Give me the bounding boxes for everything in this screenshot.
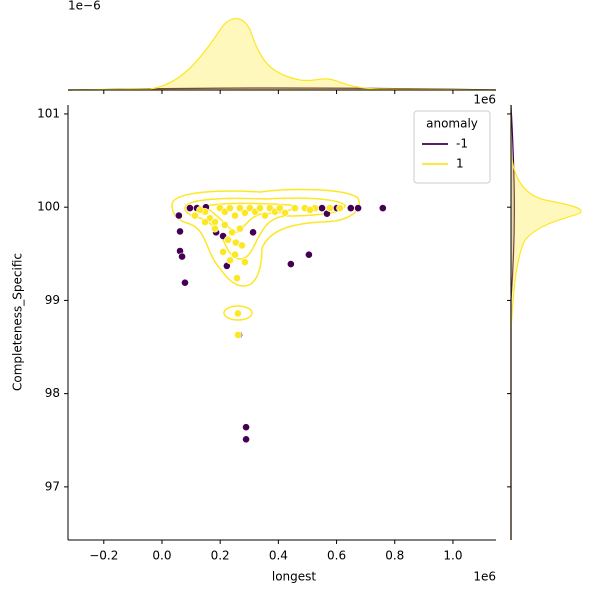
point [241,208,249,217]
point [236,224,244,233]
point [234,309,242,318]
point [234,330,242,339]
y-tick-label: 97 [45,479,60,493]
point [196,206,204,214]
y-axis-label: Completeness_Specific [11,253,25,391]
point [256,204,264,213]
x-axis-label: longest [272,570,317,584]
point [354,204,362,213]
point [236,204,244,213]
right-kde-neg [510,104,515,540]
point [231,211,239,220]
point [249,228,257,237]
y-tick-label: 99 [45,293,60,307]
x-offset: 1e6 [473,570,496,584]
point [226,256,234,265]
point [305,250,313,259]
point [242,423,250,432]
y-tick-label: 100 [37,200,60,214]
point [190,211,199,220]
point [336,204,344,213]
point [286,260,295,268]
point [231,250,239,259]
x-tick-label: 0.2 [211,549,230,563]
x-tick-label: 0.6 [327,549,346,563]
x-tick-label: 0.8 [385,549,404,563]
point [233,274,241,282]
point [181,278,189,287]
x-tick-label: −0.2 [89,549,118,563]
y-tick-label: 98 [45,386,60,400]
point [228,228,237,237]
legend-label: -1 [456,137,468,151]
point [226,204,234,213]
point [346,204,355,213]
legend-box [413,110,491,184]
x-tick-label: 0.0 [152,549,171,563]
top-offset: 1e−6 [68,0,101,13]
point [242,435,250,444]
point [241,258,249,267]
point [211,224,219,233]
point [306,206,314,214]
legend-label: 1 [456,157,464,171]
point [261,211,269,220]
top-kde-pos [67,18,497,91]
point [211,218,219,226]
x-tick-label: 1.0 [443,549,462,563]
y-tick-label: 101 [37,106,60,120]
point [186,204,194,213]
point [291,204,299,213]
point [220,207,229,216]
point [178,252,186,261]
point [325,204,334,213]
point [238,241,246,250]
point [201,218,209,226]
point [275,204,284,213]
point [281,208,289,217]
point [318,204,326,213]
point [219,248,227,256]
point [220,220,229,229]
point [174,211,183,220]
point [224,235,232,244]
x-tick-label: 0.4 [269,549,288,563]
y-offset: 1e6 [473,93,496,107]
point [245,204,254,213]
point [378,204,387,213]
legend-title: anomaly [426,117,478,131]
point [176,227,184,236]
right-kde-pos [510,105,582,540]
